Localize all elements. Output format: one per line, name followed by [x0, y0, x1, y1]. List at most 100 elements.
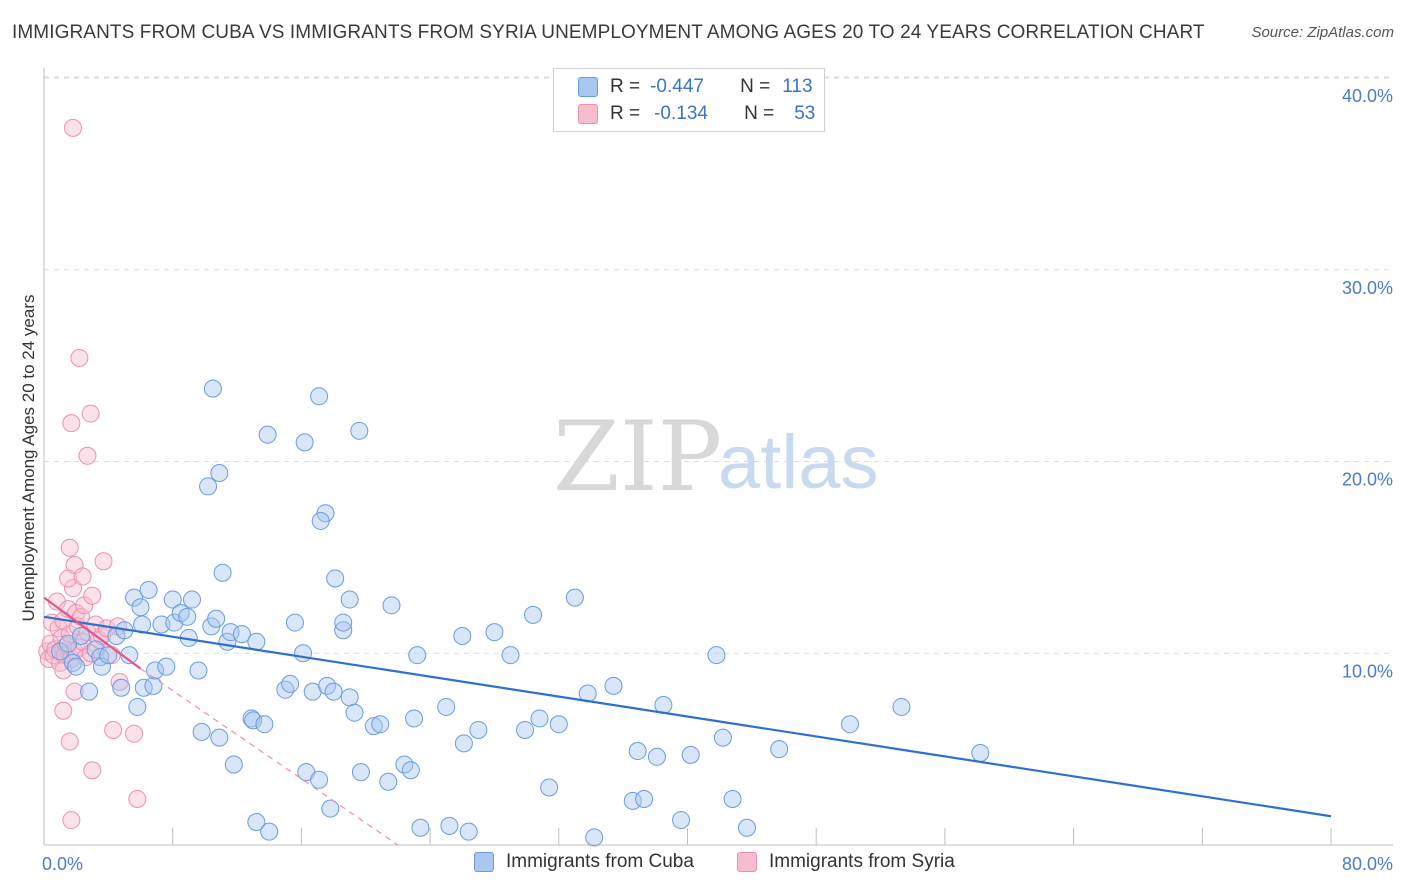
- cuba-point: [411, 818, 430, 837]
- cuba-point: [255, 715, 274, 734]
- cuba-point: [408, 646, 427, 665]
- cuba-trend-line: [43, 615, 1332, 818]
- cuba-point: [310, 770, 329, 789]
- cuba-point: [326, 569, 345, 588]
- chart-title: IMMIGRANTS FROM CUBA VS IMMIGRANTS FROM …: [12, 22, 1205, 43]
- legend-r-value: -0.134: [654, 103, 708, 124]
- y-axis-title: Unemployment Among Ages 20 to 24 years: [19, 295, 38, 622]
- syria-legend-swatch: [737, 852, 757, 872]
- cuba-point: [210, 728, 229, 747]
- cuba-point: [585, 828, 604, 847]
- cuba-point: [334, 621, 353, 640]
- cuba-point: [178, 607, 197, 626]
- legend-row-syria: R = -0.134 N = 53: [578, 101, 815, 127]
- syria-points: [38, 118, 147, 830]
- cuba-point: [224, 755, 243, 774]
- cuba-point: [232, 625, 251, 644]
- cuba-point: [285, 613, 304, 632]
- cuba-point: [340, 590, 359, 609]
- y-tick-label: 10.0%: [1342, 661, 1393, 681]
- syria-legend-label: Immigrants from Syria: [769, 851, 955, 872]
- cuba-point: [707, 646, 726, 665]
- syria-point: [125, 724, 144, 743]
- syria-point: [83, 586, 102, 605]
- y-tick-label: 40.0%: [1342, 86, 1393, 106]
- cuba-point: [840, 715, 859, 734]
- cuba-point: [192, 722, 211, 741]
- syria-point: [70, 348, 89, 367]
- syria-trend-line: [43, 596, 142, 670]
- legend-n-label: N =: [740, 76, 771, 97]
- cuba-point: [203, 379, 222, 398]
- cuba-point: [351, 763, 370, 782]
- cuba-point: [524, 605, 543, 624]
- cuba-point: [324, 682, 343, 701]
- syria-point: [63, 118, 82, 137]
- cuba-point: [146, 661, 165, 680]
- cuba-point: [258, 425, 277, 444]
- cuba-point: [183, 590, 202, 609]
- cuba-point: [189, 661, 208, 680]
- syria-point: [60, 732, 79, 751]
- cuba-point: [440, 816, 459, 835]
- cuba-point: [163, 590, 182, 609]
- cuba-point: [672, 811, 691, 830]
- syria-point: [60, 538, 79, 557]
- syria-point: [83, 761, 102, 780]
- cuba-point: [210, 464, 229, 483]
- cuba-point: [723, 789, 742, 808]
- cuba-point: [364, 717, 383, 736]
- cuba-point: [892, 697, 911, 716]
- cuba-point: [454, 734, 473, 753]
- y-tick-label: 20.0%: [1342, 470, 1393, 490]
- cuba-point: [310, 387, 329, 406]
- cuba-point: [379, 772, 398, 791]
- legend-r-label: R =: [610, 103, 641, 124]
- syria-point: [128, 789, 147, 808]
- cuba-point: [281, 674, 300, 693]
- watermark: ZIP atlas: [553, 401, 879, 513]
- cuba-point: [681, 745, 700, 764]
- x-tick-label: 0.0%: [42, 854, 83, 874]
- cuba-point: [131, 598, 150, 617]
- cuba-point: [405, 709, 424, 728]
- cuba-point: [340, 688, 359, 707]
- legend-n-label: N =: [744, 103, 775, 124]
- cuba-point: [67, 657, 86, 676]
- cuba-point: [247, 812, 266, 831]
- syria-point: [65, 682, 84, 701]
- legend-n-value: 113: [782, 76, 813, 97]
- cuba-point: [213, 563, 232, 582]
- syria-point: [78, 446, 97, 465]
- cuba-point: [549, 715, 568, 734]
- cuba-point: [437, 697, 456, 716]
- cuba-point: [647, 747, 666, 766]
- series-legend: Immigrants from Cuba Immigrants from Syr…: [0, 851, 1406, 879]
- cuba-point: [321, 799, 340, 818]
- cuba-point: [401, 761, 420, 780]
- source-credit: Source: ZipAtlas.com: [1251, 24, 1394, 41]
- grid-lines: [44, 76, 1393, 654]
- cuba-point: [971, 743, 990, 762]
- cuba-point: [604, 676, 623, 695]
- trend-lines: [43, 596, 1332, 846]
- cuba-point: [221, 623, 240, 642]
- syria-point: [63, 579, 82, 598]
- cuba-point: [334, 613, 353, 632]
- cuba-point: [139, 580, 158, 599]
- cuba-point: [350, 421, 369, 440]
- cuba-point: [99, 646, 118, 665]
- cuba-point: [371, 715, 390, 734]
- cuba-point: [530, 709, 549, 728]
- cuba-point: [459, 822, 478, 841]
- syria-point: [94, 552, 113, 571]
- cuba-points: [51, 379, 990, 847]
- legend-r-value: -0.447: [650, 76, 704, 97]
- syria-point: [104, 720, 123, 739]
- cuba-point: [623, 791, 642, 810]
- cuba-point: [770, 740, 789, 759]
- cuba-swatch: [578, 77, 598, 97]
- cuba-point: [80, 682, 99, 701]
- cuba-point: [738, 818, 757, 837]
- cuba-point: [565, 588, 584, 607]
